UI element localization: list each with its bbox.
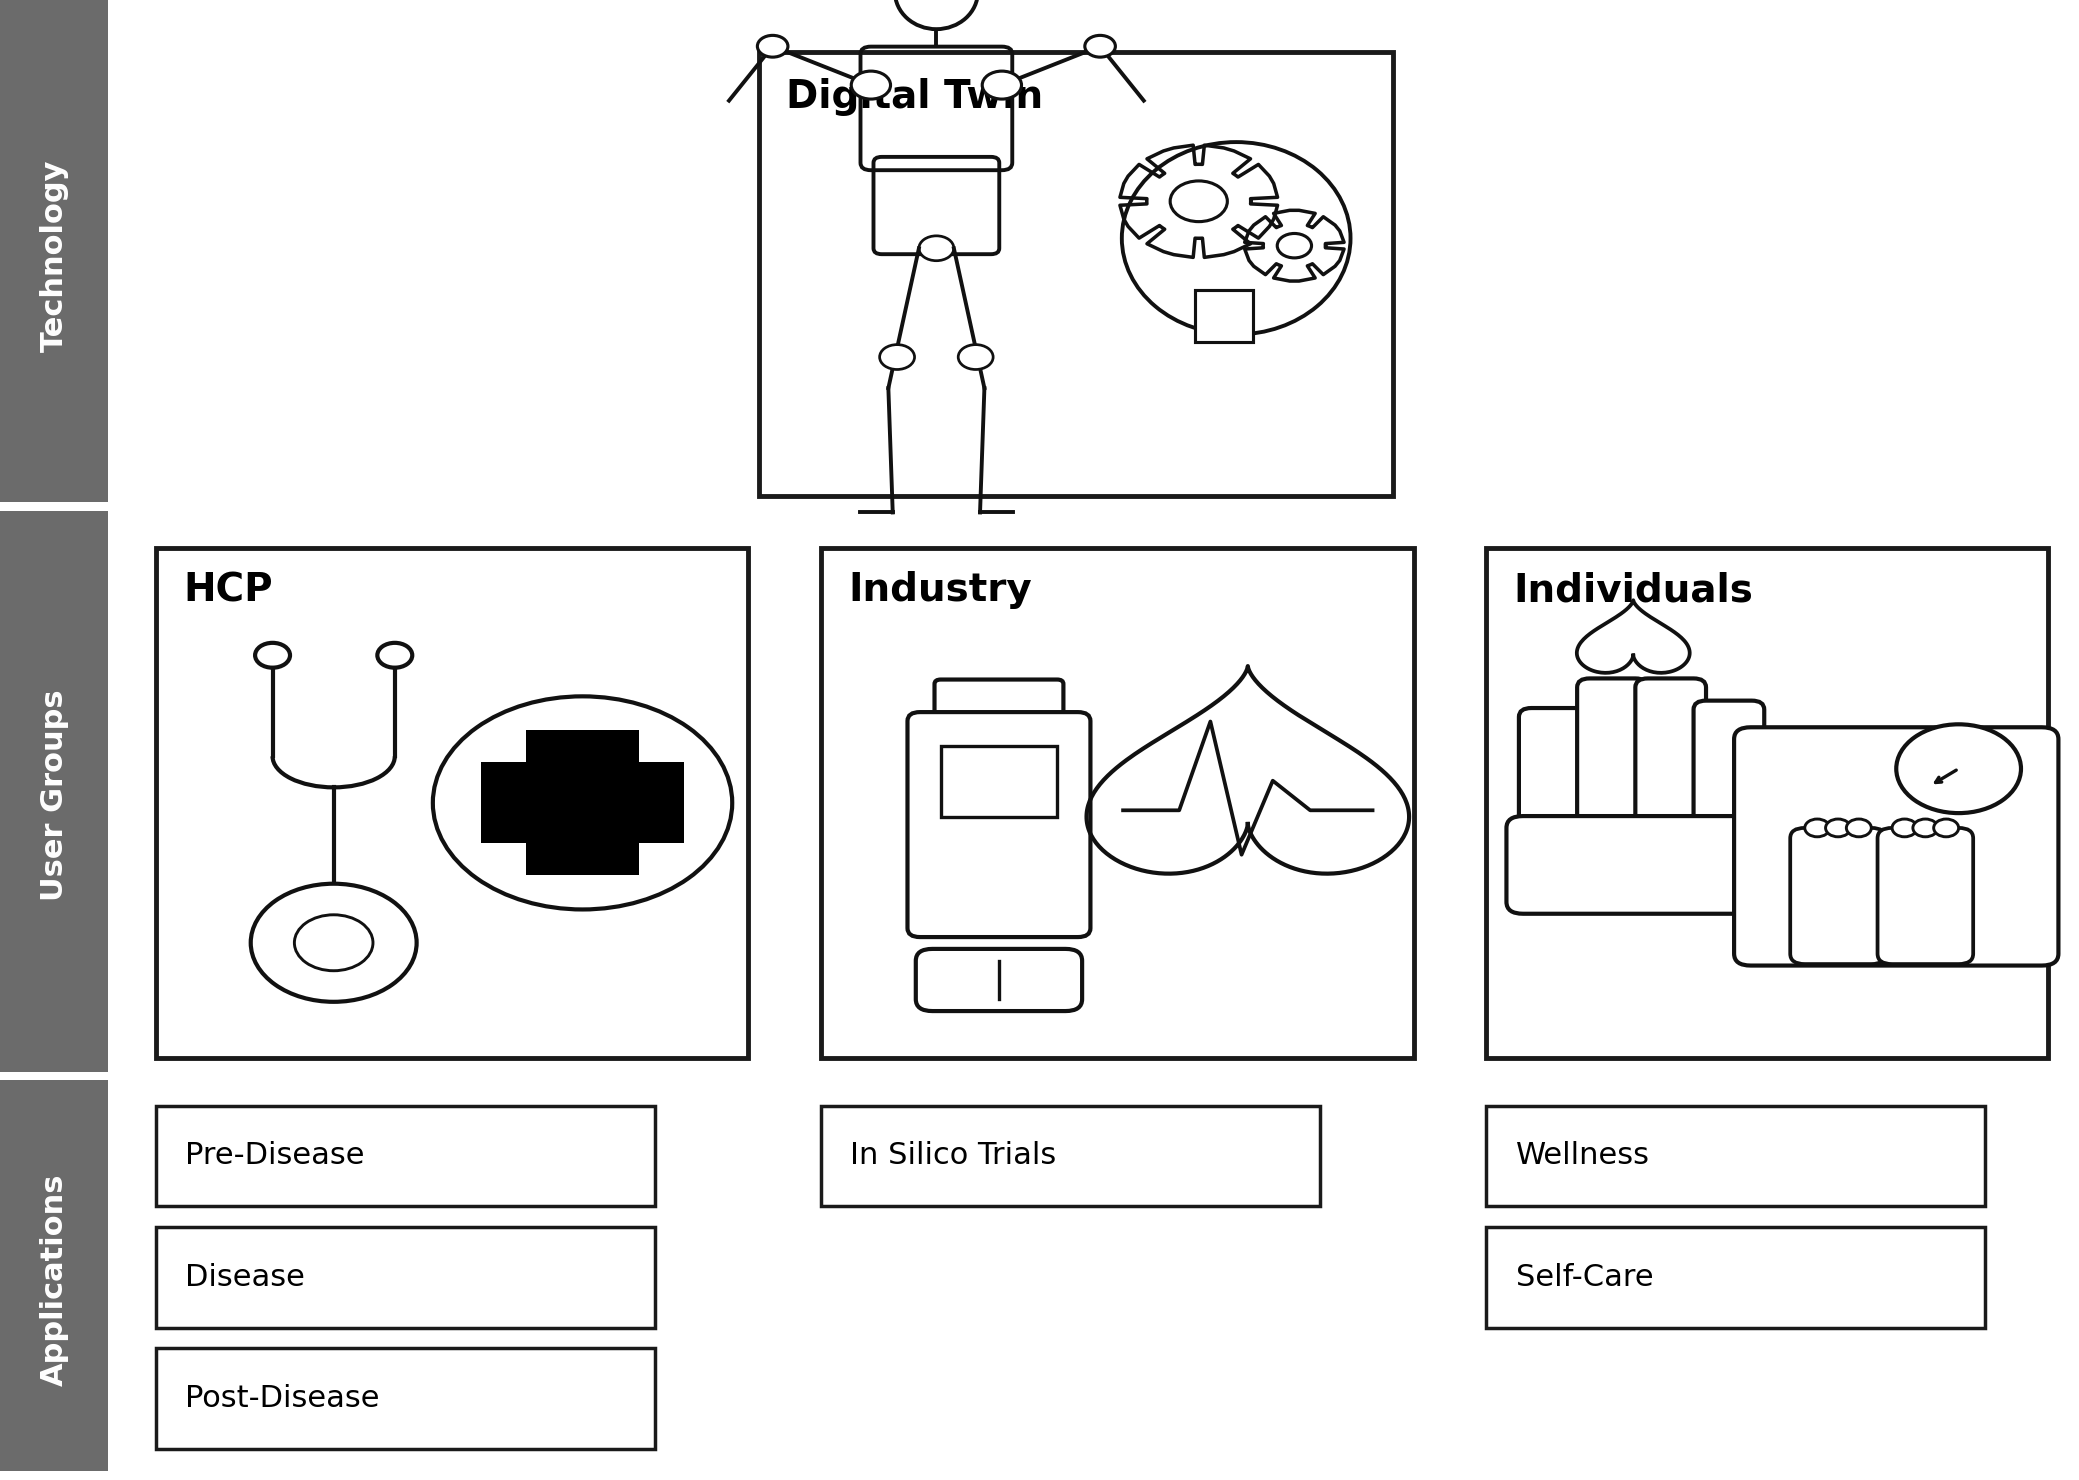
Circle shape [958, 345, 994, 370]
Circle shape [757, 36, 788, 58]
Text: Digital Twin: Digital Twin [786, 78, 1044, 117]
Text: Individuals: Individuals [1514, 571, 1753, 610]
Text: In Silico Trials: In Silico Trials [850, 1141, 1056, 1171]
Circle shape [378, 642, 412, 667]
FancyBboxPatch shape [1734, 727, 2058, 965]
Text: Wellness: Wellness [1516, 1141, 1649, 1171]
Circle shape [1825, 818, 1850, 836]
FancyBboxPatch shape [915, 949, 1083, 1011]
Text: Applications: Applications [40, 1174, 69, 1387]
FancyBboxPatch shape [480, 762, 684, 844]
Circle shape [1913, 818, 1938, 836]
Text: Technology: Technology [40, 158, 69, 352]
Text: Pre-Disease: Pre-Disease [185, 1141, 364, 1171]
FancyBboxPatch shape [1486, 1106, 1985, 1206]
Circle shape [252, 884, 416, 1002]
FancyBboxPatch shape [759, 52, 1393, 496]
FancyBboxPatch shape [1636, 678, 1707, 836]
FancyBboxPatch shape [1486, 1227, 1985, 1328]
FancyBboxPatch shape [156, 1227, 655, 1328]
Circle shape [432, 697, 732, 909]
FancyBboxPatch shape [156, 1348, 655, 1449]
Circle shape [1892, 818, 1917, 836]
FancyBboxPatch shape [909, 712, 1091, 937]
Text: Disease: Disease [185, 1262, 306, 1292]
Text: Post-Disease: Post-Disease [185, 1384, 380, 1413]
Circle shape [1805, 818, 1830, 836]
Circle shape [256, 642, 289, 667]
Circle shape [919, 235, 954, 260]
Circle shape [1846, 818, 1871, 836]
FancyBboxPatch shape [1877, 827, 1973, 963]
Circle shape [1896, 724, 2021, 813]
FancyBboxPatch shape [1694, 700, 1765, 836]
FancyBboxPatch shape [1520, 707, 1590, 836]
Text: HCP: HCP [183, 571, 272, 610]
FancyBboxPatch shape [0, 511, 108, 1072]
FancyBboxPatch shape [526, 731, 640, 875]
FancyBboxPatch shape [156, 548, 748, 1058]
Circle shape [1085, 36, 1114, 58]
FancyBboxPatch shape [0, 1080, 108, 1471]
Circle shape [1933, 818, 1958, 836]
FancyBboxPatch shape [156, 1106, 655, 1206]
FancyBboxPatch shape [1486, 548, 2048, 1058]
FancyBboxPatch shape [936, 679, 1064, 725]
FancyBboxPatch shape [0, 0, 108, 502]
Text: User Groups: User Groups [40, 690, 69, 901]
Circle shape [879, 345, 915, 370]
Circle shape [850, 71, 890, 99]
FancyBboxPatch shape [821, 1106, 1320, 1206]
Text: Self-Care: Self-Care [1516, 1262, 1653, 1292]
FancyBboxPatch shape [1790, 827, 1886, 963]
Circle shape [981, 71, 1021, 99]
FancyBboxPatch shape [1195, 290, 1254, 342]
FancyBboxPatch shape [1507, 815, 1778, 913]
FancyBboxPatch shape [821, 548, 1414, 1058]
Text: Industry: Industry [848, 571, 1031, 610]
FancyBboxPatch shape [1578, 678, 1649, 836]
